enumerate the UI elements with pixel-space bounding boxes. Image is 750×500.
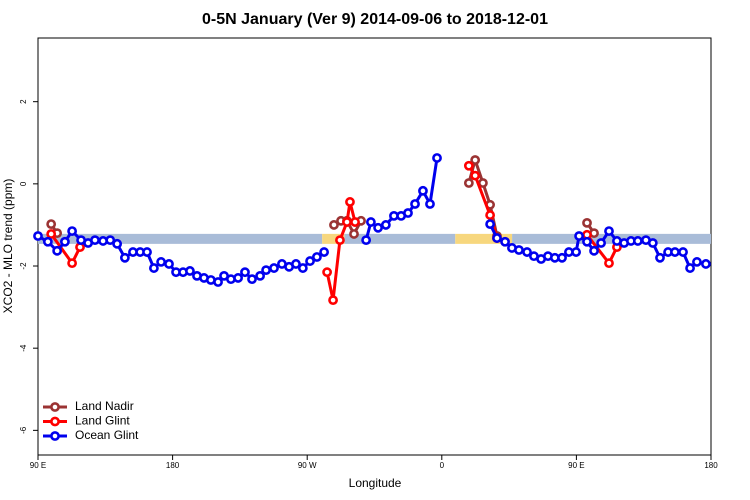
series-point	[247, 274, 257, 285]
series-point	[582, 217, 592, 228]
series-point	[380, 220, 391, 230]
series-point	[685, 263, 695, 273]
series-point	[432, 153, 442, 163]
series-point	[485, 210, 496, 220]
series-point	[500, 236, 510, 247]
x-tick-label: 90 E	[30, 461, 46, 470]
chart-title: 0-5N January (Ver 9) 2014-09-06 to 2018-…	[202, 11, 548, 28]
series-point	[119, 252, 130, 263]
series-point	[463, 178, 474, 188]
series-point	[342, 217, 352, 227]
series-point	[240, 267, 250, 278]
series-point	[596, 238, 606, 248]
series-point	[297, 263, 308, 273]
series-point	[485, 219, 496, 230]
series-point	[164, 259, 174, 269]
y-tick-label: -6	[19, 426, 28, 434]
series-point	[492, 233, 502, 243]
legend-marker	[50, 402, 60, 412]
series-point	[418, 185, 428, 196]
series-point	[522, 247, 532, 257]
series-point	[557, 252, 567, 263]
series-point	[582, 236, 592, 247]
series-line	[49, 164, 619, 301]
series-point	[604, 258, 614, 269]
series-point	[655, 252, 665, 263]
series-point	[42, 236, 53, 247]
series-point	[305, 256, 315, 266]
series-point	[52, 245, 63, 256]
x-tick-label: 180	[166, 461, 180, 470]
series-point	[574, 231, 584, 241]
x-tick-label: 0	[440, 461, 445, 470]
series-point	[514, 245, 524, 255]
series-point	[670, 247, 680, 257]
series-point	[632, 236, 643, 246]
series-line	[49, 154, 596, 238]
plot-frame	[37, 37, 712, 456]
series-point	[329, 220, 339, 230]
series-point	[373, 222, 383, 233]
series-point	[255, 270, 265, 281]
series-point	[678, 247, 688, 257]
x-tick-label: 180	[704, 461, 718, 470]
series-point	[425, 199, 435, 209]
series-point	[33, 231, 43, 241]
series-point	[692, 257, 702, 267]
series-point	[233, 273, 244, 283]
legend-label: Land Glint	[75, 414, 130, 428]
series-point	[90, 235, 100, 246]
series-point	[269, 263, 279, 273]
series-point	[604, 226, 614, 236]
y-tick-label: 2	[19, 99, 28, 104]
series-point	[142, 247, 152, 257]
series-point	[319, 247, 329, 257]
series-point	[156, 257, 166, 267]
series-point	[46, 219, 57, 230]
series-point	[589, 245, 599, 256]
series-point	[366, 217, 376, 227]
y-tick-label: -4	[19, 344, 28, 352]
series-point	[335, 235, 345, 246]
series-point	[470, 170, 481, 181]
legend-marker	[50, 416, 60, 427]
series-point	[149, 263, 159, 273]
series-point	[60, 236, 70, 247]
series-point	[647, 238, 658, 248]
series-point	[67, 226, 77, 236]
series-point	[322, 267, 332, 278]
series-point	[701, 259, 711, 269]
series-point	[571, 247, 582, 257]
y-tick-label: -2	[19, 262, 28, 270]
series-point	[291, 259, 301, 269]
series-point	[312, 252, 322, 262]
legend-marker	[50, 431, 60, 441]
series-point	[350, 217, 360, 227]
series-point	[410, 199, 420, 209]
legend-label: Ocean Glint	[75, 428, 139, 442]
series-point	[105, 235, 116, 246]
series-point	[345, 197, 355, 207]
x-tick-label: 90 E	[568, 461, 584, 470]
y-axis-label: XCO2 - MLO trend (ppm)	[1, 179, 15, 314]
series-point	[213, 277, 223, 287]
series-point	[328, 295, 338, 306]
series-point	[361, 235, 372, 246]
series-point	[185, 266, 195, 276]
series-point	[46, 229, 57, 239]
legend-label: Land Nadir	[75, 399, 134, 413]
series-point	[112, 238, 123, 249]
y-tick-label: 0	[19, 181, 28, 186]
x-tick-label: 90 W	[298, 461, 317, 470]
series-point	[67, 258, 77, 269]
series-point	[463, 160, 474, 171]
series-point	[403, 208, 413, 218]
x-axis-label: Longitude	[349, 476, 402, 490]
series-point	[349, 229, 359, 239]
series-point	[261, 265, 271, 276]
series-point	[470, 155, 481, 165]
